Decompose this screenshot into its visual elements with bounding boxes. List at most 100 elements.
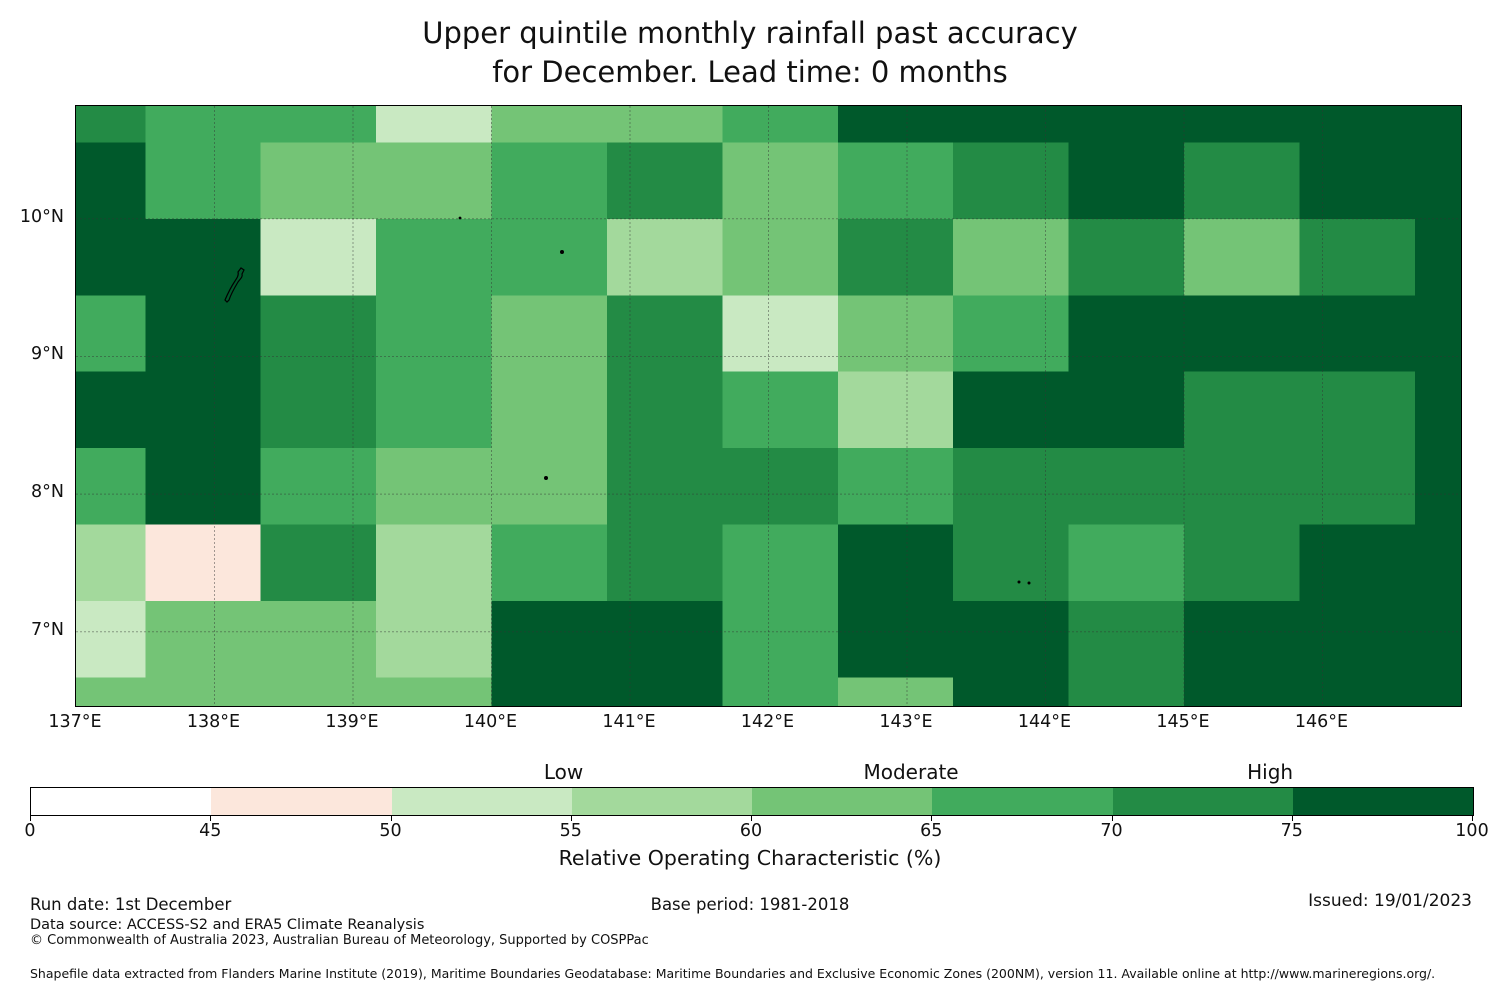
island-dot: [1017, 580, 1021, 584]
colorbar-tick-label: 60: [739, 821, 763, 841]
colorbar-tick-label: 45: [199, 821, 222, 841]
heatmap-cell: [837, 448, 954, 525]
heatmap-cell: [260, 218, 377, 296]
heatmap-cell: [1068, 677, 1184, 706]
heatmap-cell: [1414, 106, 1461, 143]
heatmap-cell: [606, 295, 723, 372]
heatmap-cell: [491, 295, 607, 372]
heatmap-cell: [953, 371, 1069, 449]
colorbar-segment: [932, 788, 1113, 815]
heatmap-cell: [722, 601, 838, 678]
colorbar-segment: [211, 788, 392, 815]
run-date-text: Run date: 1st December: [30, 895, 232, 914]
colorbar-zone-label: Low: [543, 760, 584, 784]
heatmap-cell: [1184, 524, 1300, 602]
x-tick-label: 137°E: [48, 712, 102, 732]
heatmap-cell: [606, 524, 723, 602]
heatmap-cell: [376, 601, 492, 678]
heatmap-cell: [491, 106, 607, 143]
x-tick-label: 138°E: [186, 712, 241, 732]
heatmap-cell: [145, 295, 261, 372]
heatmap-cell: [491, 677, 607, 706]
colorbar-axis-label: Relative Operating Characteristic (%): [558, 846, 942, 870]
heatmap-cell: [1414, 295, 1461, 372]
data-source-text: Data source: ACCESS-S2 and ERA5 Climate …: [30, 917, 425, 933]
heatmap-cell: [260, 142, 377, 219]
island-outline: [224, 267, 245, 303]
heatmap-cell: [606, 677, 723, 706]
colorbar-tick-label: 55: [559, 821, 582, 841]
heatmap-cell: [606, 142, 723, 219]
heatmap-cell: [260, 524, 377, 602]
heatmap-cell: [1068, 601, 1184, 678]
heatmap-cell: [1299, 142, 1415, 219]
colorbar-tick-mark: [30, 816, 31, 821]
heatmap-cell: [1184, 142, 1300, 219]
heatmap-cell: [606, 371, 723, 449]
heatmap-cell: [722, 677, 838, 706]
heatmap-cell: [953, 601, 1069, 678]
colorbar-tick-label: 75: [1280, 821, 1303, 841]
heatmap-cell: [1184, 371, 1300, 449]
heatmap-cell: [606, 106, 723, 143]
colorbar-segment: [1112, 788, 1293, 815]
heatmap-cell: [260, 601, 377, 678]
colorbar-tick-label: 70: [1100, 821, 1123, 841]
heatmap-cell: [376, 295, 492, 372]
heatmap-cell: [491, 448, 607, 525]
heatmap-cell: [1184, 601, 1300, 678]
heatmap-cell: [722, 295, 838, 372]
heatmap-cell: [953, 142, 1069, 219]
heatmap-cell: [1299, 218, 1415, 296]
heatmap-cell: [145, 106, 261, 143]
heatmap-cell: [1414, 142, 1461, 219]
heatmap-cell: [376, 142, 492, 219]
heatmap-cell: [1299, 106, 1415, 143]
colorbar-tick-label: 65: [920, 821, 943, 841]
colorbar: [30, 787, 1474, 816]
heatmap-cell: [837, 142, 954, 219]
issued-date-text: Issued: 19/01/2023: [1308, 891, 1472, 911]
heatmap-cell: [953, 295, 1069, 372]
heatmap-cell: [491, 218, 607, 296]
heatmap-cell: [76, 677, 146, 706]
heatmap-cell: [376, 371, 492, 449]
colorbar-tick-mark: [210, 816, 212, 821]
island-dot: [544, 476, 548, 480]
heatmap-cell: [1414, 448, 1461, 525]
heatmap-cell: [376, 218, 492, 296]
shapefile-attribution-text: Shapefile data extracted from Flanders M…: [30, 966, 1436, 981]
heatmap-cell: [1299, 677, 1415, 706]
heatmap-cell: [145, 524, 261, 602]
heatmap-cell: [837, 524, 954, 602]
heatmap-cell: [606, 218, 723, 296]
island-dot: [560, 250, 564, 254]
heatmap-cell: [260, 448, 377, 525]
heatmap-cell: [1184, 295, 1300, 372]
heatmap-cell: [953, 524, 1069, 602]
colorbar-tick-mark: [751, 816, 752, 821]
heatmap-cell: [1068, 371, 1184, 449]
heatmap-cell: [491, 524, 607, 602]
map-plot-area: [75, 105, 1462, 707]
heatmap-cell: [376, 524, 492, 602]
y-tick-label: 7°N: [31, 619, 64, 640]
heatmap-svg: [76, 106, 1461, 706]
copyright-text: © Commonwealth of Australia 2023, Austra…: [30, 933, 649, 948]
heatmap-cell: [145, 218, 261, 296]
heatmap-cell: [260, 106, 377, 143]
heatmap-cell: [1068, 142, 1184, 219]
heatmap-cell: [722, 524, 838, 602]
colorbar-zone-label: Moderate: [863, 760, 959, 784]
heatmap-cell: [837, 677, 954, 706]
heatmap-cell: [1068, 295, 1184, 372]
heatmap-cell: [145, 677, 261, 706]
y-tick-label: 9°N: [31, 344, 64, 365]
colorbar-tick-mark: [1291, 816, 1293, 821]
heatmap-cell: [76, 142, 146, 219]
heatmap-cell: [491, 601, 607, 678]
colorbar-segment: [571, 788, 752, 815]
x-tick-label: 145°E: [1156, 712, 1210, 732]
heatmap-cell: [76, 524, 146, 602]
chart-title: Upper quintile monthly rainfall past acc…: [0, 14, 1500, 92]
